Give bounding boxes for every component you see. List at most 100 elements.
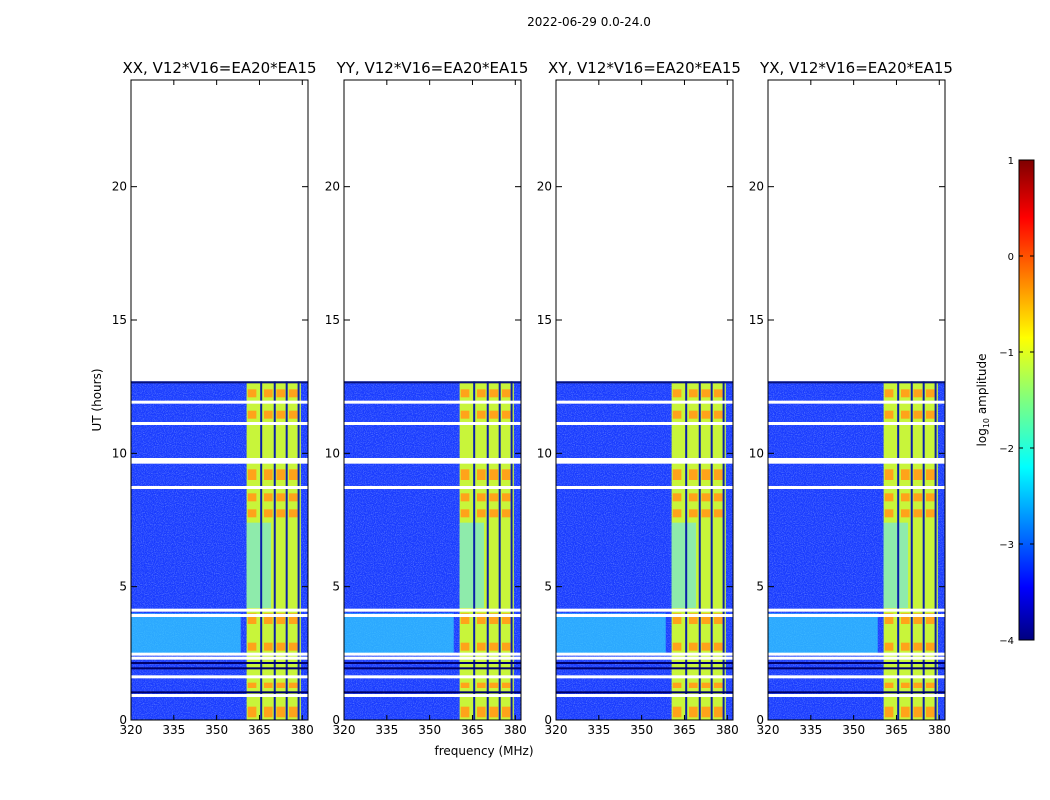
hot-block — [263, 682, 273, 688]
hot-block — [460, 410, 470, 419]
hot-block — [925, 469, 935, 480]
channel-line — [934, 381, 937, 720]
y-tick-label: 5 — [756, 580, 764, 594]
hot-block — [476, 706, 486, 718]
data-gap — [768, 460, 945, 464]
y-tick-label: 10 — [325, 446, 340, 460]
channel-line — [486, 381, 489, 720]
data-gap — [344, 656, 521, 660]
hot-block — [672, 493, 682, 502]
band-cyan-patch — [459, 522, 485, 608]
hot-block — [247, 613, 257, 624]
hot-block — [489, 469, 499, 480]
data-gap — [556, 486, 733, 489]
colorbar-ticks: 1 0 −1 −2 −3 −4 — [999, 156, 1034, 647]
colorbar-tick-label: −1 — [999, 348, 1014, 359]
flagged-row — [344, 662, 521, 664]
channel-line — [297, 381, 300, 720]
hot-block — [884, 682, 894, 688]
panel-title: YX, V12*V16=EA20*EA15 — [759, 59, 953, 77]
colorbar-tick-label: −4 — [999, 636, 1014, 647]
hot-block — [884, 613, 894, 624]
flagged-row — [556, 662, 733, 664]
data-edge — [344, 381, 521, 384]
channel-line — [273, 381, 276, 720]
band-cyan-patch — [246, 522, 272, 608]
hot-block — [713, 642, 723, 651]
x-tick-label: 335 — [587, 723, 610, 737]
data-gap — [556, 656, 733, 660]
hot-block — [501, 493, 511, 502]
data-edge — [768, 381, 945, 384]
x-axis-label: frequency (MHz) — [434, 744, 533, 758]
hot-block — [900, 509, 910, 518]
hot-block — [276, 469, 286, 480]
x-tick-label: 350 — [205, 723, 228, 737]
data-gap — [768, 400, 945, 404]
data-gap — [556, 400, 733, 404]
hot-block — [263, 613, 273, 624]
hot-block — [288, 493, 298, 502]
colorbar-gradient — [1018, 159, 1035, 641]
x-tick-label: 365 — [673, 723, 696, 737]
y-tick-label: 20 — [537, 180, 552, 194]
channel-line — [910, 381, 913, 720]
data-gap — [131, 656, 308, 660]
hot-block — [913, 706, 923, 718]
channel-line — [498, 381, 501, 720]
spectrum-cyan-region — [344, 613, 454, 654]
hot-block — [925, 509, 935, 518]
band-cyan-patch — [883, 522, 909, 608]
hot-block — [247, 493, 257, 502]
y-tick-label: 0 — [544, 713, 552, 727]
x-tick-label: 380 — [291, 723, 314, 737]
data-gap — [768, 652, 945, 656]
spectrum-cyan-region — [768, 613, 878, 654]
hot-block — [900, 682, 910, 688]
hot-block — [672, 469, 682, 480]
data-gap — [131, 652, 308, 656]
data-gap — [344, 608, 521, 612]
y-tick-label: 20 — [749, 180, 764, 194]
channel-line — [473, 381, 476, 720]
hot-block — [900, 613, 910, 624]
data-gap — [344, 458, 521, 461]
hot-block — [489, 706, 499, 718]
y-tick-label: 5 — [332, 580, 340, 594]
hot-block — [913, 613, 923, 624]
data-gap — [344, 652, 521, 656]
hot-block — [476, 642, 486, 651]
data-gap — [768, 675, 945, 679]
colorbar-tick-label: 0 — [1008, 252, 1014, 263]
data-gap — [344, 486, 521, 489]
hot-block — [884, 469, 894, 480]
hot-block — [460, 389, 470, 398]
hot-block — [713, 706, 723, 718]
x-tick-label: 320 — [333, 723, 356, 737]
hot-block — [460, 642, 470, 651]
channel-line — [722, 381, 725, 720]
hot-block — [276, 613, 286, 624]
hot-block — [489, 389, 499, 398]
hot-block — [460, 706, 470, 718]
hot-block — [263, 410, 273, 419]
colorbar-tick-label: −2 — [999, 444, 1014, 455]
hot-block — [476, 493, 486, 502]
hot-block — [501, 642, 511, 651]
hot-block — [501, 410, 511, 419]
hot-block — [884, 493, 894, 502]
data-gap — [556, 694, 733, 697]
flagged-row — [768, 662, 945, 664]
x-tick-label: 380 — [716, 723, 739, 737]
hot-block — [672, 509, 682, 518]
hot-block — [489, 509, 499, 518]
hot-block — [288, 469, 298, 480]
colorbar-tick-label: 1 — [1008, 156, 1014, 167]
hot-block — [276, 410, 286, 419]
hot-block — [688, 389, 698, 398]
hot-block — [672, 613, 682, 624]
hot-block — [688, 642, 698, 651]
data-gap — [344, 460, 521, 464]
data-gap — [556, 458, 733, 461]
